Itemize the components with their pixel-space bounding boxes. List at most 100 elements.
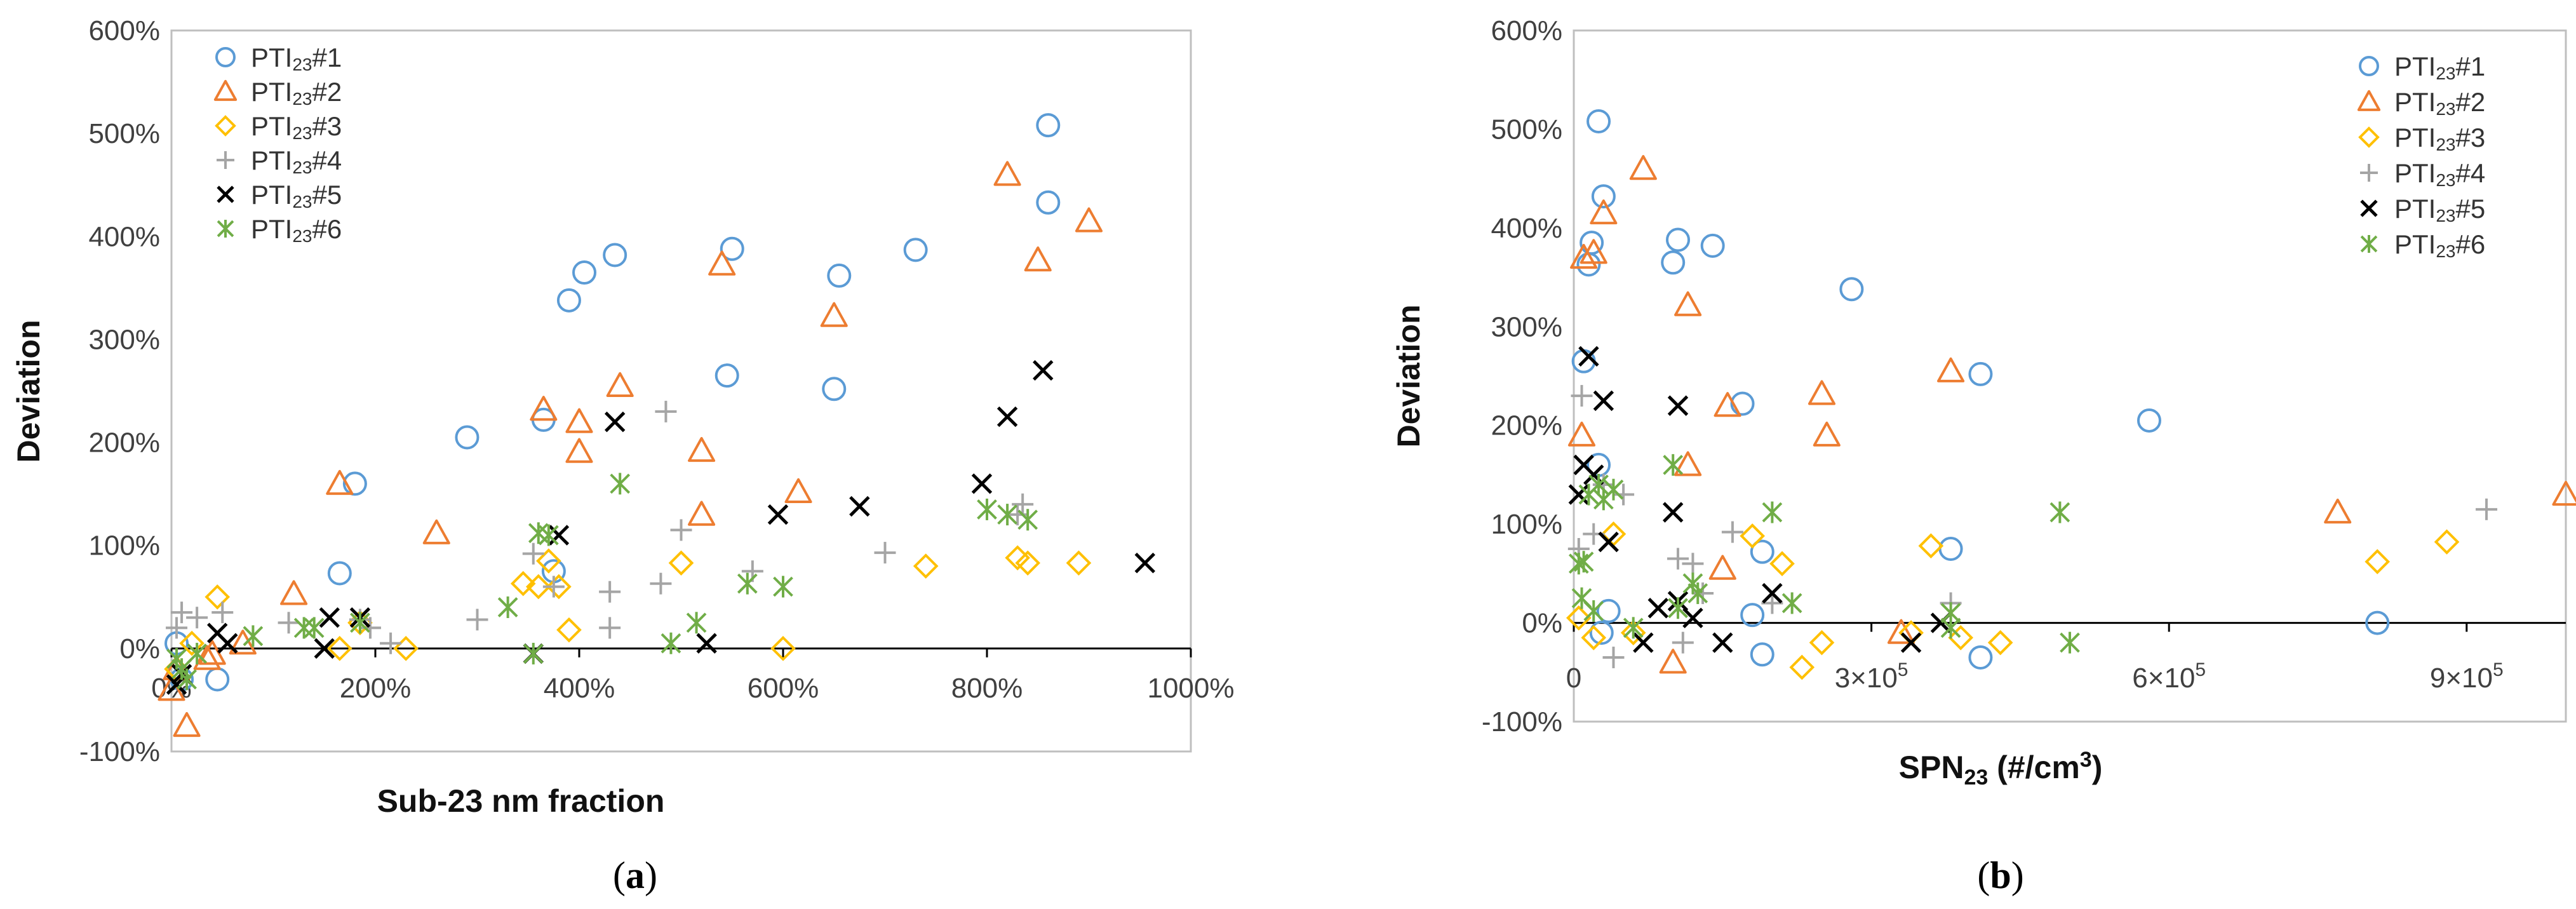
data-point-pti23-6 [304,617,325,639]
data-point-pti23-6 [243,625,264,647]
legend-label: PTI23#1 [2394,51,2485,83]
data-point-pti23-5 [1662,502,1684,523]
x-tick-label: 9×105 [2430,659,2504,694]
data-point-pti23-5 [767,504,789,525]
data-point-pti23-6 [737,572,758,595]
data-point-pti23-6 [1573,551,1594,573]
data-point-pti23-5 [1134,553,1155,574]
legend-label: PTI23#2 [2394,87,2485,119]
data-point-pti23-3 [2365,549,2391,575]
legend-item-pti23-2: PTI23#2 [213,77,342,109]
legend-marker-pti23-4 [217,151,234,169]
data-point-pti23-1 [2365,610,2390,635]
data-point-pti23-2 [2552,480,2576,506]
x-tick-label: 3×105 [1835,659,1909,694]
data-point-pti23-4 [522,542,544,565]
data-point-pti23-5 [604,411,626,433]
data-point-pti23-1 [1036,190,1061,215]
data-point-pti23-1 [1839,277,1864,302]
data-point-pti23-5 [1633,632,1654,653]
x-tick-label: 6×105 [2132,659,2206,694]
x-tick-labels-a: 0%200%400%600%800%1000% [151,648,1235,704]
data-point-pti23-3 [770,636,796,661]
data-point-pti23-6 [523,642,544,664]
legend-label: PTI23#1 [251,43,342,74]
data-point-pti23-6 [661,632,681,654]
plot-area-b [1573,29,2567,723]
data-point-pti23-5 [217,633,238,654]
legend-item-pti23-1: PTI23#1 [215,43,342,74]
y-tick-label: 200% [88,428,160,459]
data-point-pti23-4 [1613,483,1635,506]
legend-b: PTI23#1 PTI23#2 PTI23#3 PTI23#4 PTI23#5PTI23… [2357,51,2485,261]
data-point-pti23-1 [1036,113,1061,138]
data-point-pti23-6 [1762,501,1783,523]
data-point-pti23-3 [1620,620,1646,645]
data-point-pti23-6 [538,524,559,546]
data-point-pti23-6 [1781,592,1802,614]
data-point-pti23-4 [599,617,621,639]
data-point-pti23-3 [1566,605,1592,631]
data-point-pti23-4 [186,607,208,629]
data-point-pti23-6 [177,668,197,690]
data-point-pti23-2 [1590,199,1618,225]
data-point-pti23-3 [510,570,536,596]
data-point-pti23-3 [179,630,205,656]
data-point-pti23-1 [720,236,744,261]
data-point-pti23-2 [1629,155,1657,180]
data-point-pti23-4 [1721,521,1743,543]
data-point-pti23-1 [1968,361,1993,386]
data-point-pti23-2 [1024,246,1052,272]
data-point-pti23-5 [314,638,335,659]
y-tick-label: 0% [119,633,160,664]
data-point-pti23-2 [1570,243,1598,269]
legend-marker-pti23-1 [2359,56,2379,76]
data-point-pti23-1 [342,471,367,496]
data-point-pti23-3 [668,550,694,576]
data-point-pti23-4 [650,572,672,595]
data-point-pti23-1 [1589,621,1614,645]
data-point-pti23-4 [2476,498,2498,520]
data-point-pti23-2 [326,469,354,495]
legend-marker-pti23-2 [2357,90,2381,111]
data-point-pti23-2 [422,519,450,544]
data-point-pti23-5 [1568,484,1590,505]
x-axis-title-b: SPN23 (#/cm3) [1899,748,2103,790]
data-point-pti23-4 [874,542,896,564]
data-point-pti23-6 [1687,582,1708,604]
x-tick-label: 200% [340,673,412,704]
legend-item-pti23-4: PTI23#4 [217,145,342,177]
data-point-pti23-4 [278,612,300,634]
data-point-pti23-4 [1571,385,1593,407]
x-tick-labels-b: 0 3×105 6×105 9×105 [1566,623,2504,694]
legend-marker-pti23-3 [215,115,236,137]
data-point-pti23-6 [1623,617,1644,639]
data-point-pti23-2 [708,250,736,276]
data-point-pti23-3 [1015,550,1041,576]
legend-label: PTI23#6 [2394,229,2485,261]
panel-label-a: (a) [613,854,657,896]
data-point-pti23-4 [359,617,381,639]
y-axis-title-a: Deviation [11,320,46,462]
data-point-pti23-5 [1647,598,1668,619]
data-point-pti23-1 [714,363,739,388]
data-point-pti23-3 [1948,625,1974,650]
data-point-pti23-4 [380,632,402,654]
data-point-pti23-1 [827,263,852,288]
x-tick-label: 0 [1566,663,1581,694]
data-point-pti23-3 [1066,550,1092,576]
data-point-pti23-6 [1583,600,1604,622]
data-point-pti23-2 [820,302,848,327]
data-point-pti23-1 [1661,250,1686,275]
data-point-pti23-3 [1740,523,1765,549]
legend-item-pti23-3: PTI23#3 [2358,123,2485,154]
data-point-pti23-5 [849,495,870,517]
data-point-pti23-3 [2434,529,2460,555]
legend-item-pti23-6: PTI23#6 [217,214,342,246]
legend-marker-pti23-4 [2360,164,2378,182]
data-point-pti23-2 [1580,239,1607,264]
data-point-pti23-4 [1761,592,1783,614]
data-point-pti23-2 [530,396,558,421]
data-point-pti23-3 [1769,551,1795,577]
panel-label-b: (b) [1977,854,2023,896]
